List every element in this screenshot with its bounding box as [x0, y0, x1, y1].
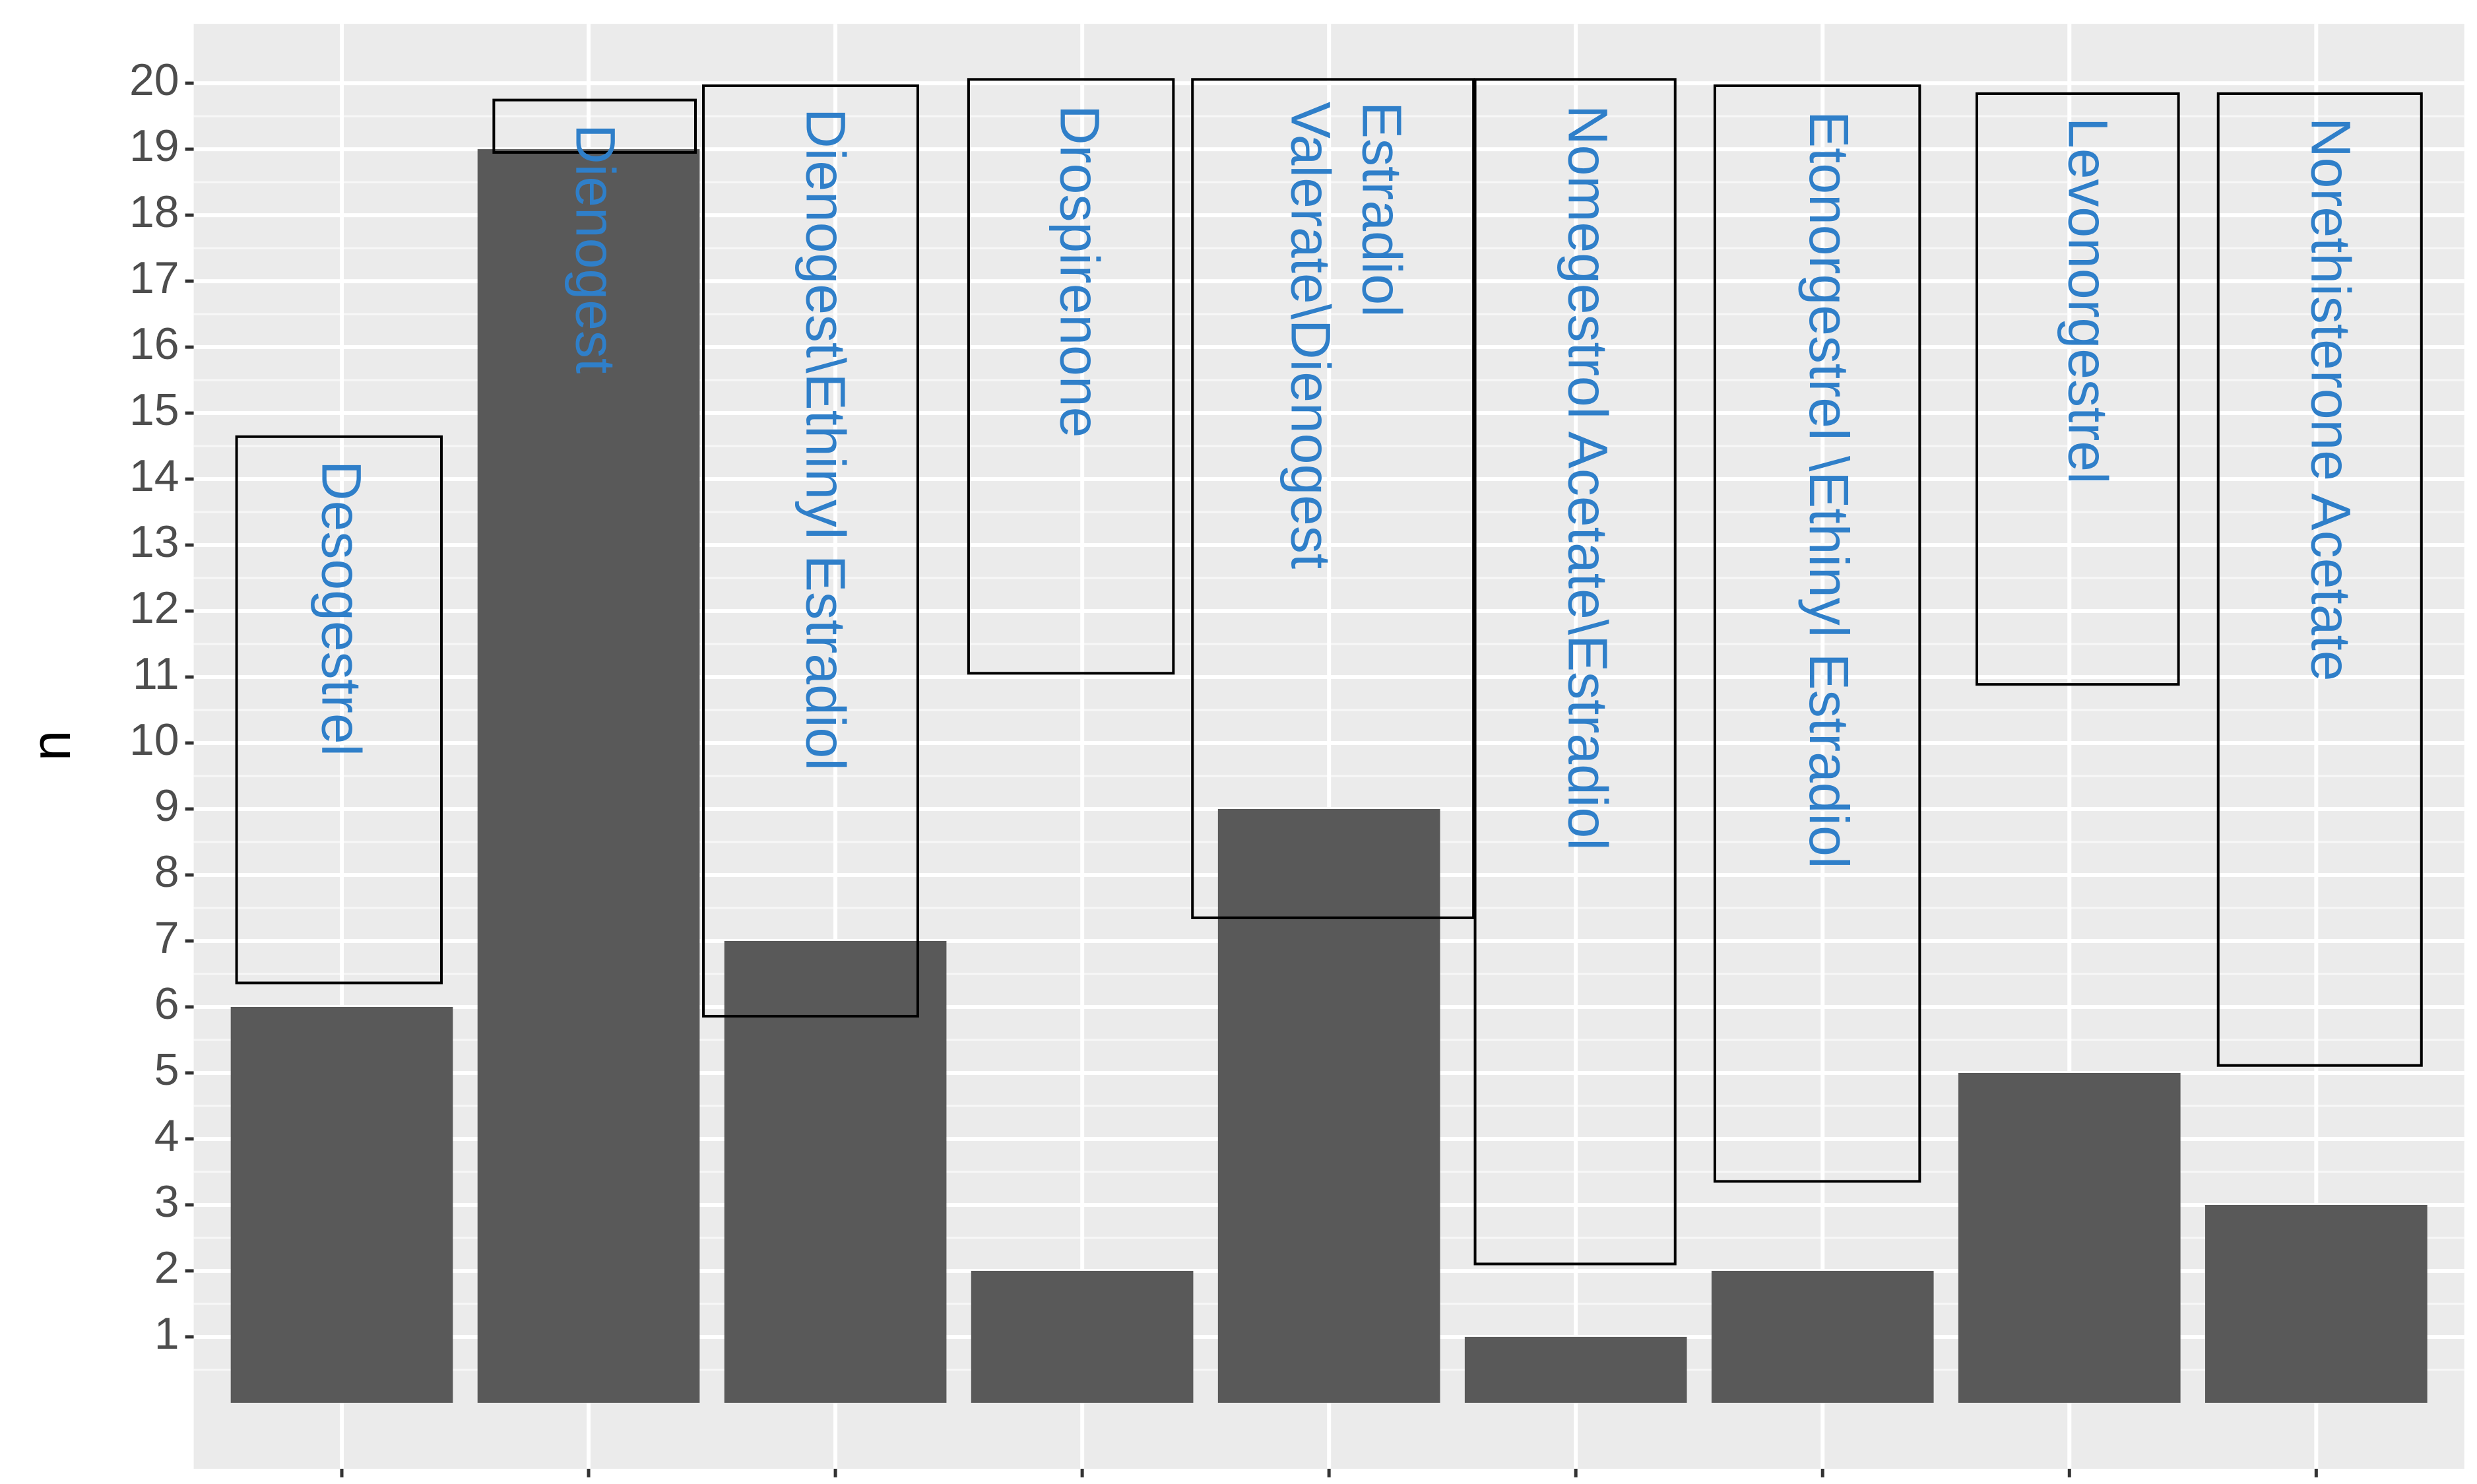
bar — [2205, 1204, 2428, 1403]
y-tick-label: 15 — [129, 385, 179, 435]
category-label: Levonorgestrel — [2057, 117, 2119, 484]
label-box — [492, 98, 697, 154]
y-tick-label: 4 — [154, 1111, 179, 1161]
y-tick-label: 17 — [129, 253, 179, 303]
label-box — [235, 435, 443, 984]
bar — [971, 1270, 1194, 1403]
bar — [1958, 1072, 2181, 1403]
bar — [230, 1006, 453, 1403]
label-box — [967, 78, 1175, 675]
label-box — [1191, 78, 1475, 919]
y-tick-label: 12 — [129, 583, 179, 633]
label-box — [702, 84, 919, 1018]
label-box — [1473, 78, 1677, 1266]
y-tick-label: 20 — [129, 55, 179, 105]
y-tick-label: 16 — [129, 319, 179, 369]
y-tick-label: 2 — [154, 1242, 179, 1293]
y-tick-label: 3 — [154, 1177, 179, 1227]
label-box — [1713, 84, 1921, 1183]
bar — [1217, 809, 1440, 1403]
bar — [1711, 1270, 1934, 1403]
y-tick-label: 9 — [154, 781, 179, 831]
y-tick-label: 10 — [129, 715, 179, 765]
category-label: Dienogest\Ethinyl Estradiol — [794, 108, 857, 771]
y-tick-label: 6 — [154, 979, 179, 1029]
bar — [724, 940, 947, 1403]
y-tick-label: 5 — [154, 1045, 179, 1095]
y-tick-label: 8 — [154, 847, 179, 897]
category-label: Dienogest — [564, 123, 627, 373]
label-box — [1975, 92, 2180, 686]
y-tick-label: 19 — [129, 121, 179, 171]
y-tick-label: 18 — [129, 187, 179, 237]
bar — [1464, 1336, 1687, 1403]
category-label: Norethisterone Acetate — [2300, 117, 2362, 682]
category-label: Estradiol Valerate\Dienogest — [1279, 102, 1413, 569]
category-label: Etonorgestrel \Ethinyl Estradiol — [1798, 111, 1861, 869]
category-label: Nomegestrol Acetate\Estradiol — [1557, 104, 1619, 851]
y-tick-label: 13 — [129, 517, 179, 567]
y-tick-label: 14 — [129, 451, 179, 501]
bar — [477, 149, 700, 1403]
category-label: Desogestrel — [310, 460, 373, 757]
y-tick-label: 7 — [154, 913, 179, 963]
y-tick-label: 1 — [154, 1308, 179, 1359]
y-axis-label: n — [20, 730, 82, 761]
label-box — [2216, 92, 2423, 1067]
y-tick-label: 11 — [133, 649, 179, 699]
category-label: Drospirenone — [1048, 104, 1111, 438]
